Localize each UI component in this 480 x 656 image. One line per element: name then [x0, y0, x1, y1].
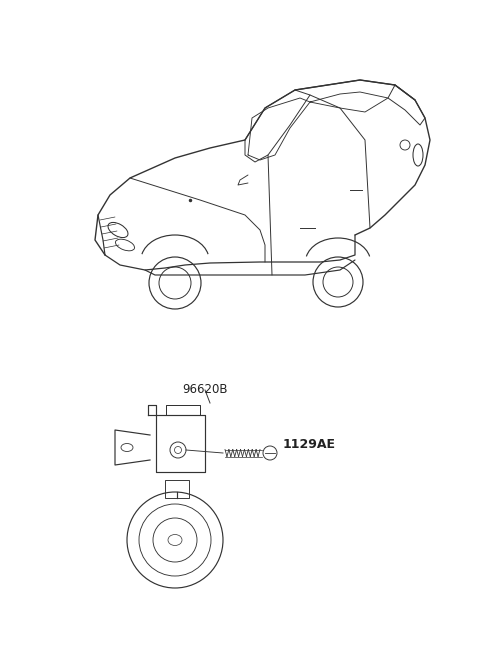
- Text: 96620B: 96620B: [182, 383, 228, 396]
- Text: 1129AE: 1129AE: [283, 438, 336, 451]
- Bar: [165, 480, 189, 498]
